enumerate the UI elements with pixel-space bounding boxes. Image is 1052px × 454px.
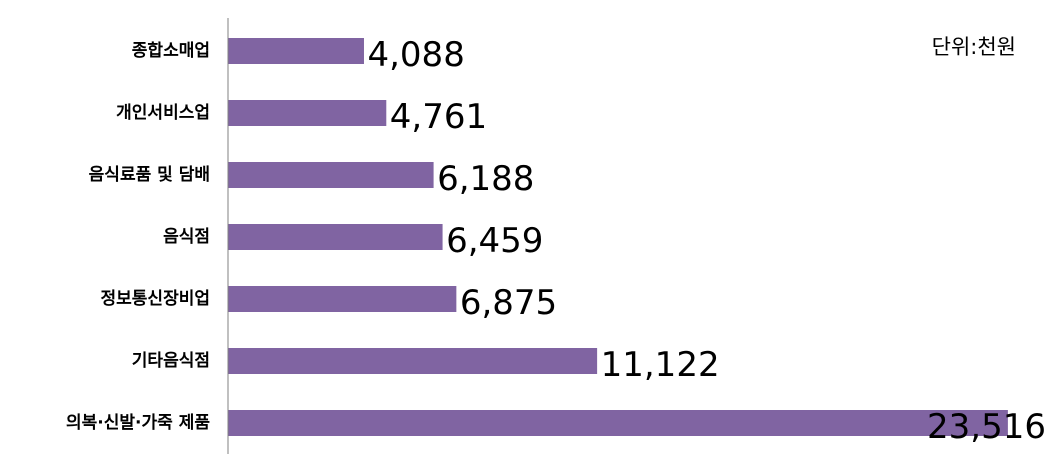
category-label: 정보통신장비업 bbox=[101, 289, 210, 309]
category-label: 종합소매업 bbox=[132, 40, 210, 61]
bar bbox=[228, 348, 598, 374]
bar bbox=[228, 286, 457, 312]
category-label: 기타음식점 bbox=[132, 351, 210, 371]
data-label: 6,188 bbox=[437, 159, 534, 199]
data-label: 6,875 bbox=[460, 283, 557, 323]
data-label: 4,761 bbox=[390, 97, 487, 137]
category-label: 개인서비스업 bbox=[116, 103, 210, 123]
unit-note: 단위:천원 bbox=[932, 35, 1016, 59]
category-label: 음식료품 및 담배 bbox=[89, 165, 210, 185]
bar bbox=[228, 38, 364, 64]
bar bbox=[228, 162, 434, 188]
bar bbox=[228, 224, 443, 250]
bar bbox=[228, 100, 387, 126]
bars-group bbox=[228, 38, 1008, 436]
value-labels-group: 4,088 4,761 6,188 6,459 6,875 11,122 23,516 bbox=[367, 35, 1046, 447]
data-label: 11,122 bbox=[601, 345, 720, 385]
data-label: 23,516 bbox=[927, 407, 1046, 447]
data-label: 6,459 bbox=[446, 221, 543, 261]
data-label: 4,088 bbox=[367, 35, 464, 75]
category-label: 음식점 bbox=[163, 227, 210, 247]
bar bbox=[228, 410, 1008, 436]
category-label: 의복·신발·가죽 제품 bbox=[66, 413, 210, 433]
